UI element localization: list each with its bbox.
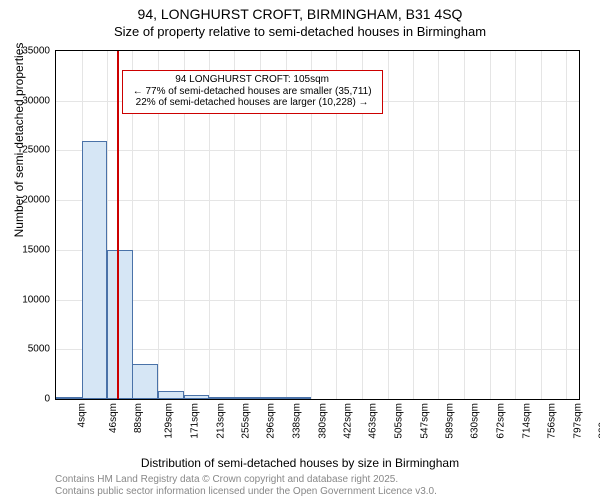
x-tick-label: 672sqm — [496, 403, 507, 439]
histogram-bar — [107, 250, 133, 399]
x-tick-label: 422sqm — [343, 403, 354, 439]
chart-title-line1: 94, LONGHURST CROFT, BIRMINGHAM, B31 4SQ — [0, 6, 600, 22]
grid-line-h — [56, 349, 579, 350]
grid-line-h — [56, 250, 579, 251]
x-tick-label: 756sqm — [547, 403, 558, 439]
y-tick-label: 20000 — [22, 195, 56, 206]
x-tick-label: 296sqm — [266, 403, 277, 439]
histogram-bar — [184, 395, 210, 399]
annotation-box: 94 LONGHURST CROFT: 105sqm← 77% of semi-… — [122, 70, 383, 114]
histogram-bar — [132, 364, 158, 399]
y-tick-label: 30000 — [22, 95, 56, 106]
y-tick-label: 35000 — [22, 46, 56, 57]
x-tick-label: 88sqm — [133, 403, 144, 433]
y-tick-label: 15000 — [22, 244, 56, 255]
grid-line-h — [56, 300, 579, 301]
grid-line-v — [541, 51, 542, 399]
histogram-plot: 050001000015000200002500030000350004sqm4… — [55, 50, 580, 400]
annotation-line3: 22% of semi-detached houses are larger (… — [133, 97, 372, 109]
x-tick-label: 380sqm — [317, 403, 328, 439]
grid-line-h — [56, 200, 579, 201]
grid-line-v — [464, 51, 465, 399]
x-tick-label: 46sqm — [108, 403, 119, 433]
y-tick-label: 0 — [44, 394, 56, 405]
chart-title-line2: Size of property relative to semi-detach… — [0, 24, 600, 39]
histogram-bar — [286, 397, 312, 399]
x-tick-label: 505sqm — [394, 403, 405, 439]
x-tick-label: 797sqm — [572, 403, 583, 439]
x-tick-label: 4sqm — [76, 403, 87, 427]
histogram-bar — [56, 397, 82, 399]
annotation-line1: 94 LONGHURST CROFT: 105sqm — [133, 74, 372, 86]
x-tick-label: 338sqm — [292, 403, 303, 439]
histogram-bar — [82, 141, 108, 400]
x-tick-label: 630sqm — [470, 403, 481, 439]
grid-line-v — [490, 51, 491, 399]
annotation-line2: ← 77% of semi-detached houses are smalle… — [133, 86, 372, 98]
property-marker-line — [117, 51, 119, 399]
grid-line-v — [388, 51, 389, 399]
x-tick-label: 589sqm — [445, 403, 456, 439]
x-tick-label: 171sqm — [190, 403, 201, 439]
x-tick-label: 714sqm — [521, 403, 532, 439]
y-tick-label: 10000 — [22, 294, 56, 305]
x-tick-label: 463sqm — [368, 403, 379, 439]
grid-line-v — [515, 51, 516, 399]
x-tick-label: 213sqm — [215, 403, 226, 439]
x-tick-label: 255sqm — [241, 403, 252, 439]
attribution-line1: Contains HM Land Registry data © Crown c… — [55, 474, 398, 485]
x-tick-label: 129sqm — [164, 403, 175, 439]
grid-line-v — [566, 51, 567, 399]
x-tick-label: 547sqm — [419, 403, 430, 439]
histogram-bar — [158, 391, 184, 399]
y-tick-label: 25000 — [22, 145, 56, 156]
grid-line-v — [413, 51, 414, 399]
attribution-text: Contains HM Land Registry data © Crown c… — [55, 474, 595, 497]
grid-line-h — [56, 150, 579, 151]
histogram-bar — [234, 397, 260, 399]
x-axis-label: Distribution of semi-detached houses by … — [0, 456, 600, 470]
attribution-line2: Contains public sector information licen… — [55, 486, 437, 497]
histogram-bar — [209, 397, 235, 399]
grid-line-v — [438, 51, 439, 399]
histogram-bar — [260, 397, 286, 399]
y-tick-label: 5000 — [28, 344, 56, 355]
